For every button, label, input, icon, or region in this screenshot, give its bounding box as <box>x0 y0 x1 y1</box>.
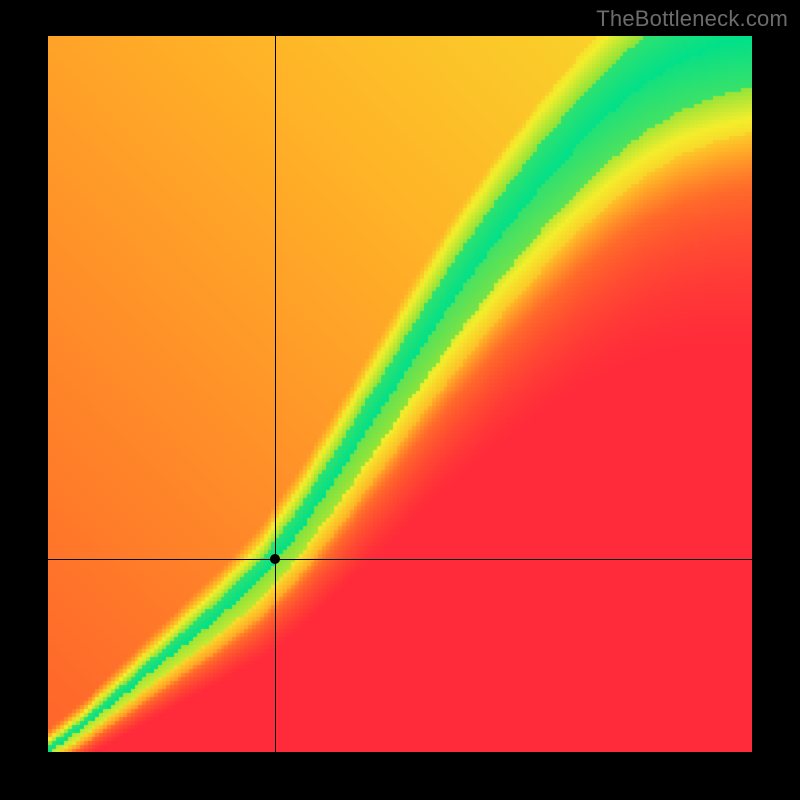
crosshair-marker <box>270 554 280 564</box>
crosshair-vertical <box>275 36 276 752</box>
crosshair-horizontal <box>48 559 752 560</box>
plot-area <box>48 36 752 752</box>
heatmap-canvas <box>48 36 752 752</box>
watermark-text: TheBottleneck.com <box>596 6 788 32</box>
chart-container: TheBottleneck.com <box>0 0 800 800</box>
